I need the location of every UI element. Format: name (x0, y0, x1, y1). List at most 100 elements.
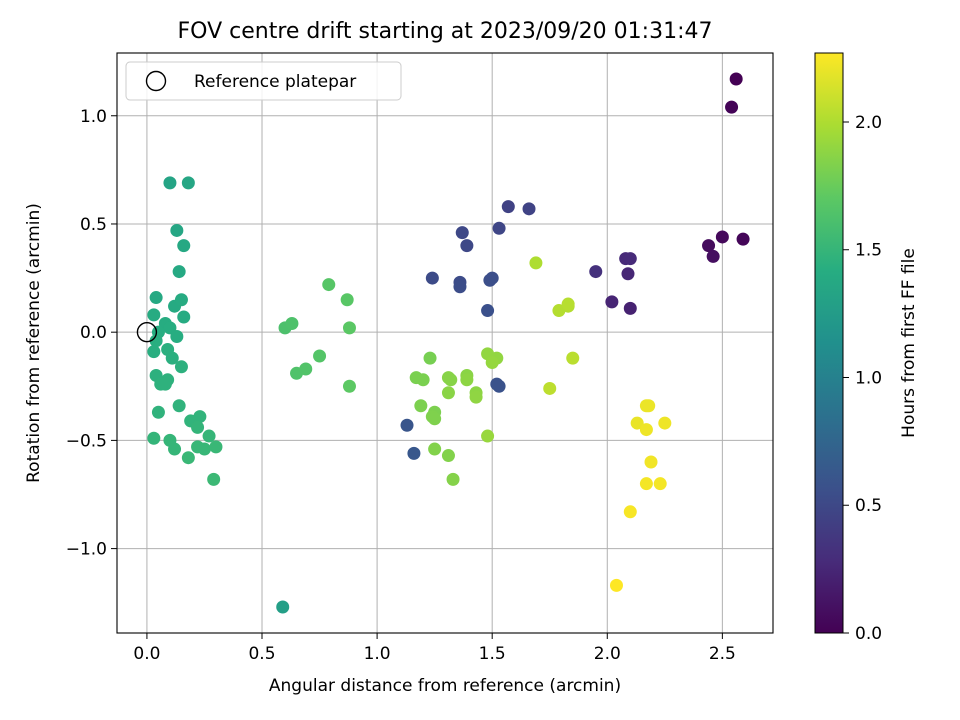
data-point (407, 446, 421, 460)
data-point (658, 416, 672, 430)
data-point (460, 373, 474, 387)
data-point (605, 295, 619, 309)
data-point (642, 399, 656, 413)
data-point (170, 223, 184, 237)
data-point (147, 431, 161, 445)
grid (117, 53, 773, 633)
data-point (165, 351, 179, 365)
colorbar-tick-label: 1.5 (855, 241, 882, 261)
x-tick-label: 1.5 (479, 644, 506, 664)
data-point (149, 334, 163, 348)
data-point (177, 310, 191, 324)
data-point (455, 226, 469, 240)
colorbar-tick-label: 0.0 (855, 624, 882, 644)
data-point (485, 271, 499, 285)
data-point (414, 399, 428, 413)
data-point (191, 420, 205, 434)
data-point (322, 278, 336, 292)
y-tick-label: 1.0 (80, 107, 107, 127)
data-point (147, 345, 161, 359)
data-point (285, 317, 299, 331)
data-point (543, 381, 557, 395)
x-axis: 0.0 0.5 1.0 1.5 2.0 2.5 (133, 633, 736, 664)
data-point (492, 221, 506, 235)
data-point (174, 360, 188, 374)
colorbar: 0.0 0.5 1.0 1.5 2.0 Hours from first FF file (814, 52, 919, 644)
data-point (163, 321, 177, 335)
data-point (158, 377, 172, 391)
data-point (706, 249, 720, 263)
data-point (644, 455, 658, 469)
y-tick-label: −0.5 (66, 431, 107, 451)
data-point (522, 202, 536, 216)
data-point (400, 418, 414, 432)
data-point (444, 373, 458, 387)
data-point (441, 386, 455, 400)
data-point (561, 297, 575, 311)
data-point (715, 230, 729, 244)
data-point (630, 416, 644, 430)
x-tick-label: 1.0 (364, 644, 391, 664)
data-point (340, 293, 354, 307)
data-point (529, 256, 543, 270)
data-point (460, 239, 474, 253)
reference-point-marker (136, 321, 158, 343)
data-point (492, 379, 506, 393)
legend-box (125, 61, 402, 101)
data-point (453, 280, 467, 294)
plot-points (147, 72, 750, 614)
data-point (149, 291, 163, 305)
data-point (197, 442, 211, 456)
data-point (623, 252, 637, 266)
y-tick-label: −1.0 (66, 540, 107, 560)
y-tick-label: 0.0 (80, 323, 107, 343)
data-point (163, 176, 177, 190)
data-point (423, 351, 437, 365)
data-point (639, 477, 653, 491)
y-tick-label: 0.5 (80, 215, 107, 235)
data-point (729, 72, 743, 86)
plot-frame (116, 52, 774, 634)
data-point (481, 429, 495, 443)
data-point (428, 412, 442, 426)
y-axis-label: Rotation from reference (arcmin) (24, 203, 44, 483)
colorbar-tick-label: 0.5 (855, 496, 882, 516)
data-point (151, 405, 165, 419)
data-point (428, 442, 442, 456)
data-point (621, 267, 635, 281)
colorbar-tick-label: 2.0 (855, 113, 882, 133)
data-point (177, 239, 191, 253)
x-tick-label: 0.0 (133, 644, 160, 664)
data-point (416, 373, 430, 387)
data-point (342, 321, 356, 335)
legend: Reference platepar (125, 61, 402, 101)
x-tick-label: 0.5 (248, 644, 275, 664)
data-point (725, 100, 739, 114)
colorbar-scale (814, 52, 844, 634)
colorbar-tick-label: 1.0 (855, 368, 882, 388)
legend-marker-icon (145, 70, 167, 92)
data-point (736, 232, 750, 246)
data-point (485, 355, 499, 369)
data-point (209, 440, 223, 454)
data-point (147, 308, 161, 322)
colorbar-ticks: 0.0 0.5 1.0 1.5 2.0 (843, 113, 882, 644)
data-point (174, 293, 188, 307)
data-point (193, 410, 207, 424)
data-point (446, 472, 460, 486)
data-point (609, 578, 623, 592)
y-axis: −1.0 −0.5 0.0 0.5 1.0 (66, 107, 117, 560)
data-point (342, 379, 356, 393)
data-point (172, 265, 186, 279)
colorbar-label: Hours from first FF file (899, 248, 919, 438)
data-point (639, 423, 653, 437)
data-point (170, 330, 184, 344)
data-point (623, 505, 637, 519)
data-point (181, 176, 195, 190)
data-point (469, 390, 483, 404)
data-point (623, 301, 637, 315)
data-point (313, 349, 327, 363)
data-point (207, 472, 221, 486)
data-point (276, 600, 290, 614)
data-point (589, 265, 603, 279)
